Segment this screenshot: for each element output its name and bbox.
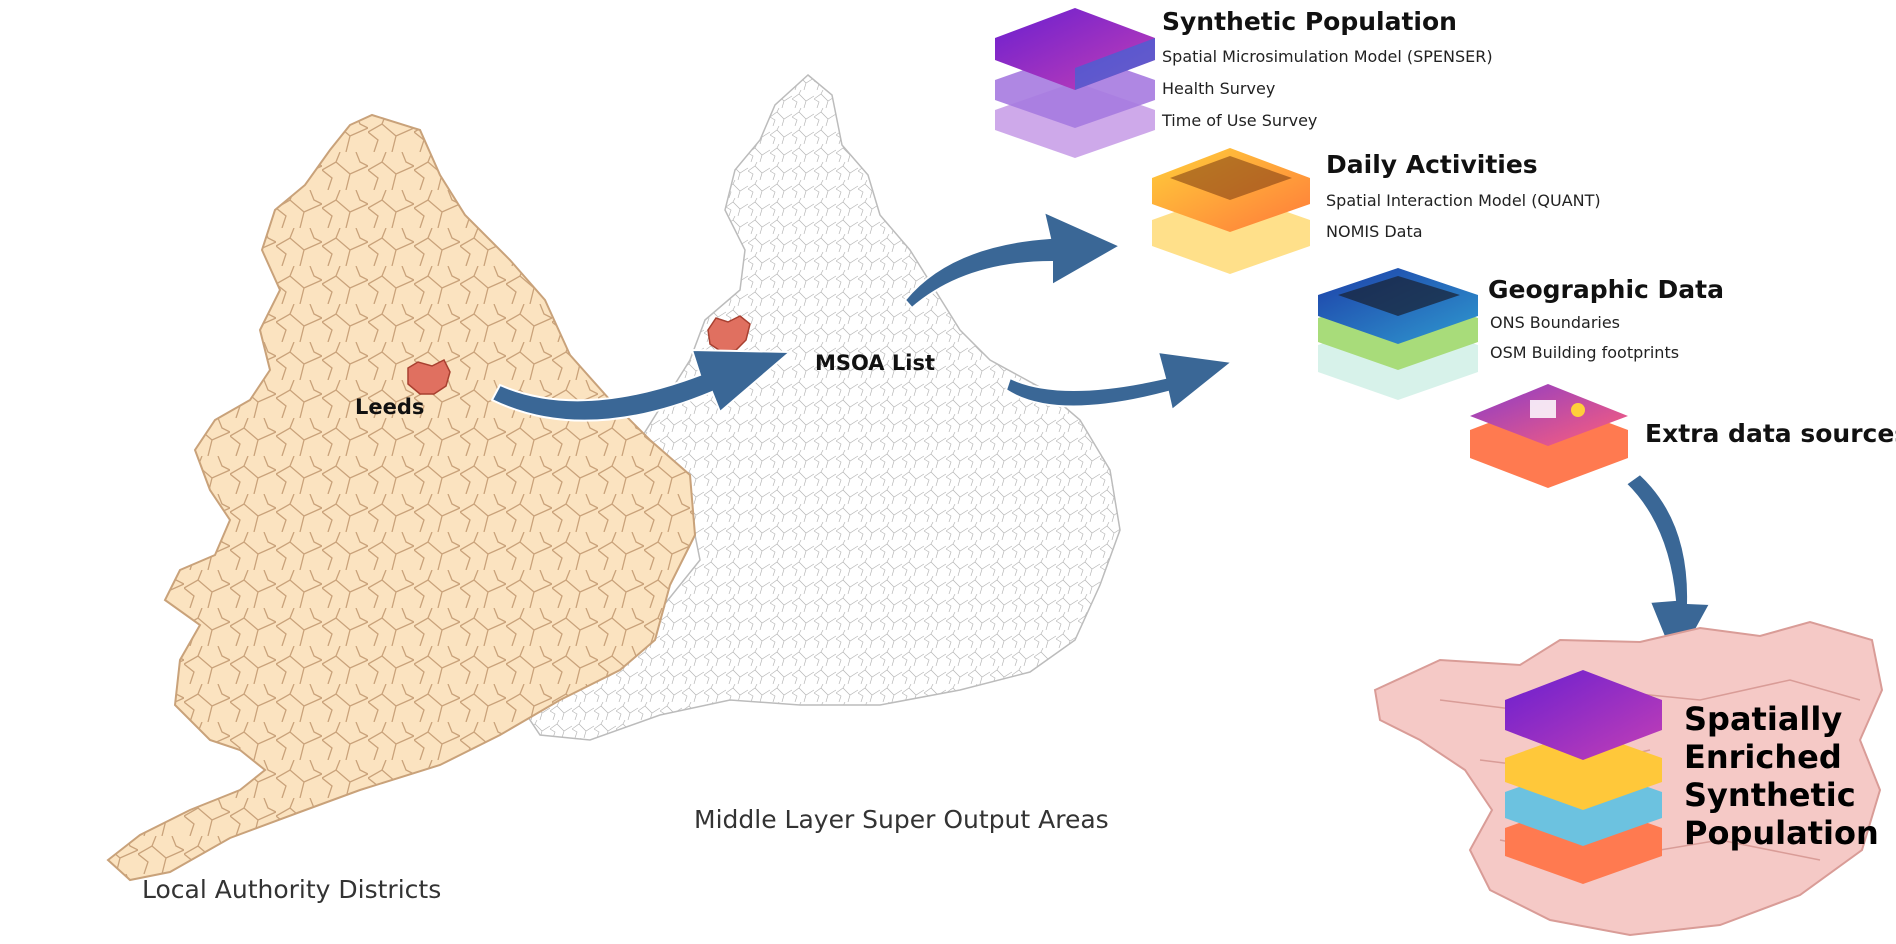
arrow-lad-to-msoa xyxy=(490,348,793,422)
extra-data-sources-icon xyxy=(1470,384,1628,488)
arrow-msoa-to-activities xyxy=(903,210,1123,310)
daily-activities-item-2: NOMIS Data xyxy=(1326,222,1423,241)
geographic-data-item-1: ONS Boundaries xyxy=(1490,313,1620,332)
arrow-msoa-to-geographic xyxy=(1004,350,1235,412)
result-line-2: Enriched xyxy=(1684,738,1842,776)
lad-map xyxy=(106,113,697,882)
synthetic-population-item-1: Spatial Microsimulation Model (SPENSER) xyxy=(1162,47,1493,66)
geographic-data-icon xyxy=(1318,268,1478,400)
daily-activities-icon xyxy=(1152,148,1310,274)
daily-activities-item-1: Spatial Interaction Model (QUANT) xyxy=(1326,191,1601,210)
result-line-3: Synthetic xyxy=(1684,776,1856,814)
extra-data-sources-title: Extra data sources xyxy=(1645,419,1896,448)
result-line-1: Spatially xyxy=(1684,700,1842,738)
result-line-4: Population xyxy=(1684,814,1879,852)
synthetic-population-icon xyxy=(995,8,1155,158)
leeds-label: Leeds xyxy=(355,395,424,419)
geographic-data-item-2: OSM Building footprints xyxy=(1490,343,1679,362)
lad-caption: Local Authority Districts xyxy=(142,875,441,904)
msoa-map xyxy=(518,74,1121,741)
msoa-caption: Middle Layer Super Output Areas xyxy=(694,805,1109,834)
enriched-population-stack-icon xyxy=(1505,670,1662,884)
msoa-list-label: MSOA List xyxy=(815,351,935,375)
synthetic-population-item-3: Time of Use Survey xyxy=(1161,111,1317,130)
lad-leeds-highlight xyxy=(407,358,451,395)
geographic-data-title: Geographic Data xyxy=(1488,275,1724,304)
synthetic-population-title: Synthetic Population xyxy=(1162,7,1457,36)
msoa-leeds-highlight xyxy=(707,315,751,353)
daily-activities-title: Daily Activities xyxy=(1326,150,1538,179)
arrow-extra-to-result xyxy=(1624,472,1712,669)
synthetic-population-item-2: Health Survey xyxy=(1162,79,1275,98)
